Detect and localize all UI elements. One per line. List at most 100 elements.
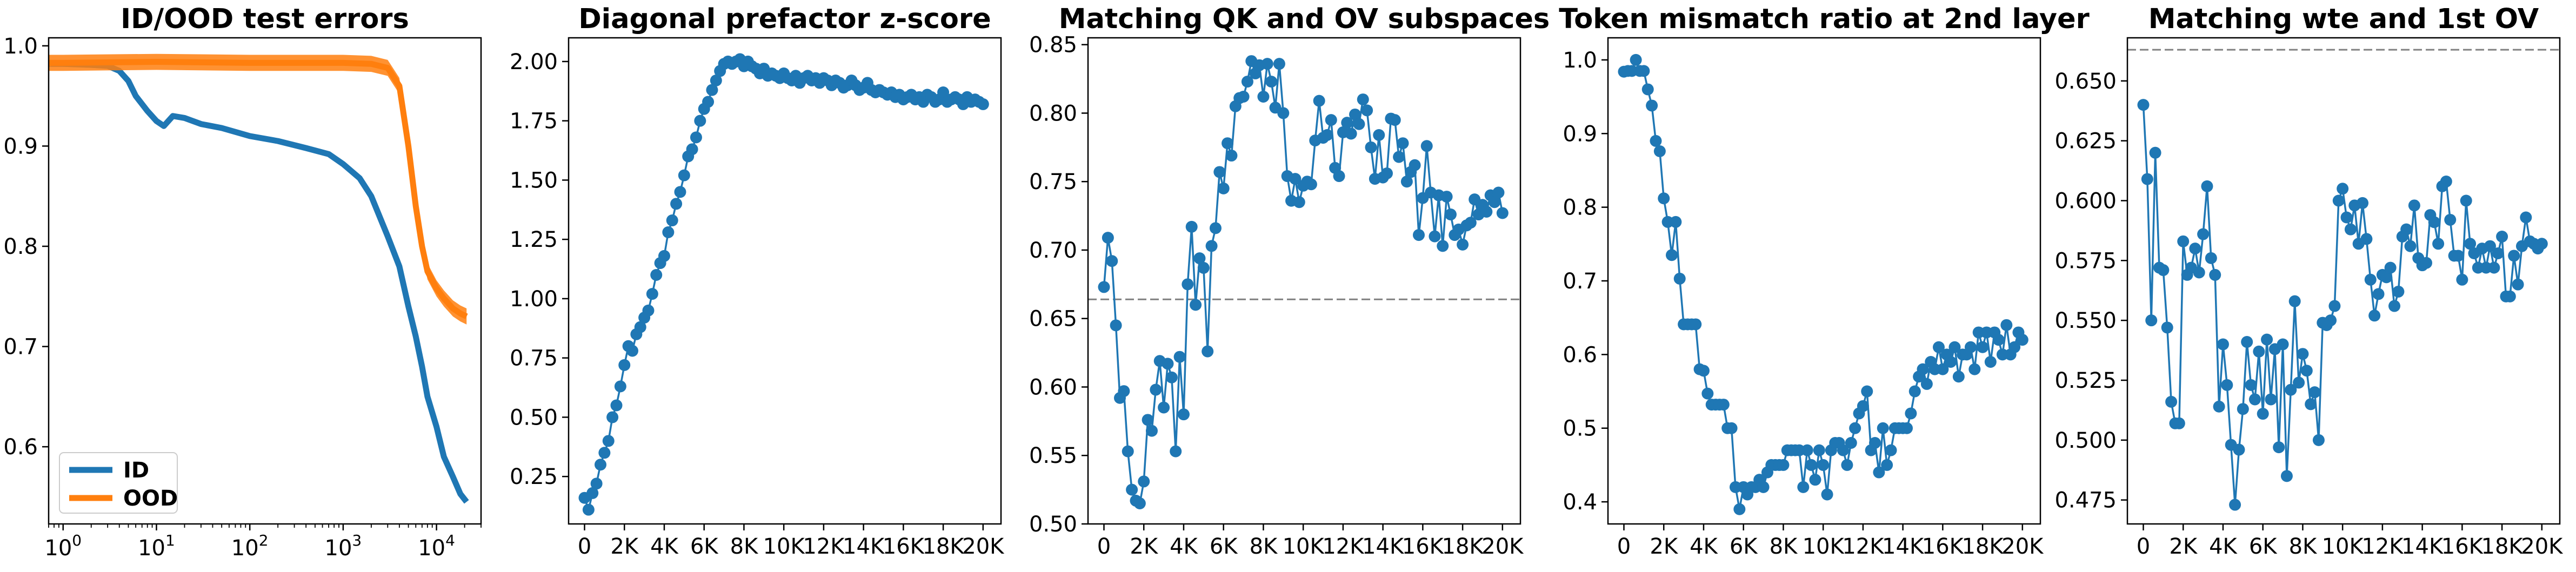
y-tick-label: 1.50	[510, 168, 558, 193]
data-point	[2432, 238, 2445, 250]
x-tick-label: 0	[2137, 534, 2150, 559]
data-point	[1977, 341, 1989, 353]
data-point	[1225, 150, 1238, 162]
data-point	[2297, 348, 2309, 360]
y-tick-label: 0.6	[1563, 342, 1597, 367]
data-point	[1440, 191, 1453, 203]
data-point	[1373, 129, 1385, 141]
y-tick-label: 0.85	[1029, 33, 1077, 58]
data-point	[1173, 351, 1186, 363]
plot-area	[1098, 55, 1509, 509]
data-point	[1845, 437, 1857, 449]
data-point	[1293, 196, 1305, 208]
y-tick-label: 0.500	[2054, 428, 2117, 453]
x-tick-label: 2K	[2169, 534, 2198, 559]
data-point	[1952, 371, 1965, 383]
data-point	[2145, 314, 2158, 327]
y-tick-label: 0.650	[2054, 69, 2117, 94]
y-tick-label: 0.65	[1029, 307, 1077, 332]
data-point	[1213, 166, 1226, 178]
y-tick-label: 1.75	[510, 109, 558, 134]
data-point	[590, 477, 603, 490]
data-point	[1241, 76, 1253, 88]
data-point	[2300, 365, 2313, 377]
data-point	[1437, 240, 1449, 252]
data-point	[1110, 319, 1122, 332]
data-point	[937, 86, 950, 98]
data-point	[2440, 176, 2452, 188]
data-point	[1257, 91, 1270, 103]
data-point	[2233, 443, 2245, 456]
data-point	[2241, 336, 2253, 348]
data-point	[1321, 129, 1333, 141]
data-point	[1464, 217, 1477, 229]
data-point	[1209, 222, 1222, 234]
data-point	[2368, 309, 2381, 322]
data-point	[702, 96, 715, 108]
plot-frame	[2126, 37, 2561, 525]
data-point	[1162, 358, 1174, 370]
plot-area	[49, 53, 469, 504]
data-point	[1885, 444, 1897, 456]
data-point	[2257, 408, 2269, 420]
data-point	[2165, 395, 2178, 408]
data-point	[1325, 114, 1337, 126]
data-point	[610, 399, 623, 412]
data-point	[1665, 249, 1678, 261]
data-point	[1273, 58, 1285, 70]
data-point	[2508, 250, 2520, 262]
data-point	[1641, 83, 1654, 96]
series-line-1	[1624, 59, 2024, 510]
data-point	[1697, 365, 1710, 377]
data-point	[1984, 356, 1997, 368]
data-point	[2201, 180, 2213, 192]
data-point	[642, 304, 655, 317]
data-point	[1389, 114, 1401, 126]
y-tick-label: 0.6	[3, 435, 38, 460]
x-tick-label: 18K	[923, 534, 965, 559]
y-tick-label: 0.8	[1563, 196, 1597, 220]
data-point	[2496, 230, 2508, 243]
data-point	[1217, 182, 1230, 194]
y-tick-label: 0.7	[1563, 269, 1597, 294]
data-point	[1133, 497, 1146, 509]
x-tick-label: 12K	[1322, 534, 1365, 559]
data-point	[1877, 422, 1889, 434]
x-tick-label: 6K	[690, 534, 719, 559]
data-point	[2488, 261, 2500, 274]
series-line-2	[49, 59, 468, 319]
series-line-1	[49, 60, 469, 504]
data-point	[1261, 58, 1273, 70]
plot-frame	[568, 37, 1002, 525]
x-tick-label: 20K	[1481, 534, 1524, 559]
data-point	[582, 503, 595, 516]
y-tick-label: 0.575	[2054, 248, 2117, 273]
data-point	[634, 321, 646, 333]
data-point	[2253, 345, 2265, 358]
data-point	[1126, 483, 1138, 496]
data-point	[1905, 407, 1917, 420]
x-tick-label: 20K	[2001, 534, 2044, 559]
data-point	[1653, 145, 1666, 157]
data-point	[1444, 208, 1457, 221]
data-point	[674, 186, 686, 198]
data-point	[2360, 233, 2373, 245]
data-point	[1690, 318, 1702, 331]
data-point	[2312, 434, 2325, 446]
x-tick-label: 18K	[1962, 534, 2005, 559]
data-point	[1193, 252, 1206, 265]
data-point	[2392, 285, 2405, 298]
data-point	[1420, 140, 1433, 152]
data-point	[1357, 93, 1369, 106]
y-tick-label: 0.60	[1029, 375, 1077, 400]
x-tick-exponent: 4	[445, 531, 455, 549]
data-point	[1341, 117, 1353, 129]
data-point	[1849, 422, 1861, 434]
chart-title: Matching QK and OV subspaces	[1059, 3, 1550, 35]
data-point	[1202, 345, 1214, 358]
data-point	[2372, 288, 2385, 300]
data-point	[2364, 273, 2377, 286]
y-tick-label: 0.9	[3, 134, 38, 159]
data-point	[1937, 363, 1949, 375]
